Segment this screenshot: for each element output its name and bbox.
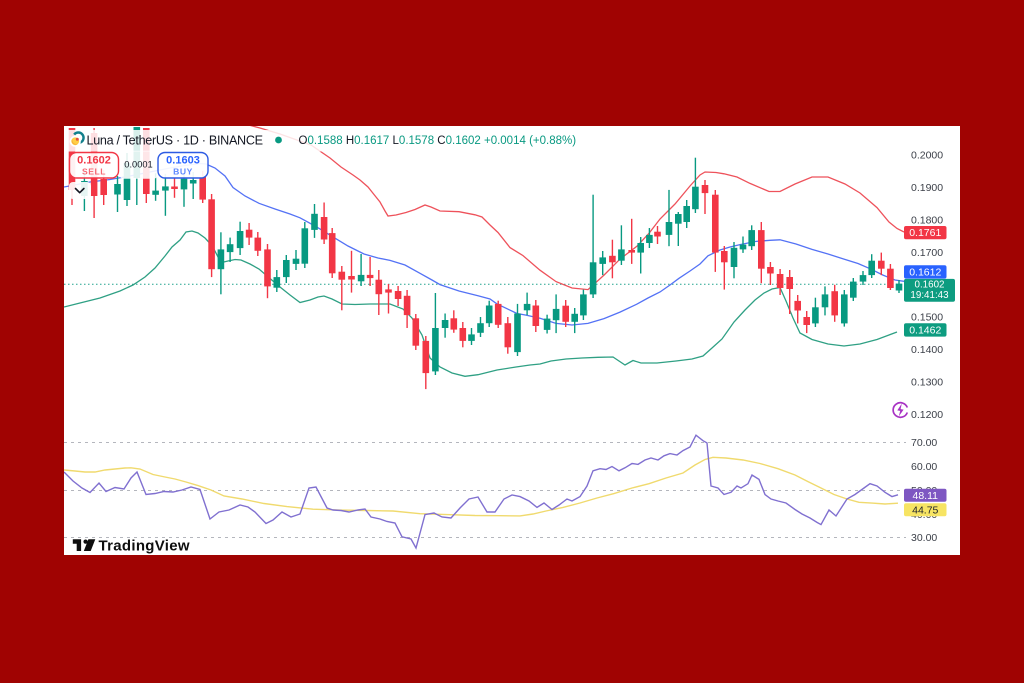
svg-text:BUY: BUY [173, 167, 193, 177]
svg-text:0.1700: 0.1700 [911, 247, 943, 259]
svg-text:0.1500: 0.1500 [911, 312, 943, 324]
svg-text:0.1602: 0.1602 [77, 155, 111, 167]
svg-text:19:41:43: 19:41:43 [910, 290, 949, 301]
svg-text:SELL: SELL [82, 167, 106, 177]
svg-text:0.1800: 0.1800 [911, 215, 943, 227]
svg-text:0.1612: 0.1612 [909, 267, 941, 279]
svg-text:0.2000: 0.2000 [911, 150, 943, 162]
svg-text:0.1602: 0.1602 [915, 279, 945, 290]
svg-text:0.1761: 0.1761 [909, 227, 941, 239]
svg-text:0.1900: 0.1900 [911, 182, 943, 194]
svg-text:70.00: 70.00 [911, 437, 937, 449]
svg-text:0.1200: 0.1200 [911, 409, 943, 421]
svg-text:44.75: 44.75 [912, 504, 938, 516]
svg-text:0.1400: 0.1400 [911, 344, 943, 356]
svg-text:Luna / TetherUS · 1D · BINANCE: Luna / TetherUS · 1D · BINANCE [87, 134, 263, 148]
svg-text:0.1462: 0.1462 [909, 325, 941, 337]
svg-text:TradingView: TradingView [99, 538, 190, 555]
svg-text:60.00: 60.00 [911, 461, 937, 473]
svg-text:30.00: 30.00 [911, 532, 937, 544]
svg-text:0.1300: 0.1300 [911, 377, 943, 389]
svg-text:0.1603: 0.1603 [166, 155, 200, 167]
svg-text:48.11: 48.11 [913, 490, 939, 502]
svg-text:0.0001: 0.0001 [124, 160, 152, 170]
svg-text:O0.1588 H0.1617 L0.1578 C0.160: O0.1588 H0.1617 L0.1578 C0.1602 +0.0014 … [299, 135, 577, 147]
